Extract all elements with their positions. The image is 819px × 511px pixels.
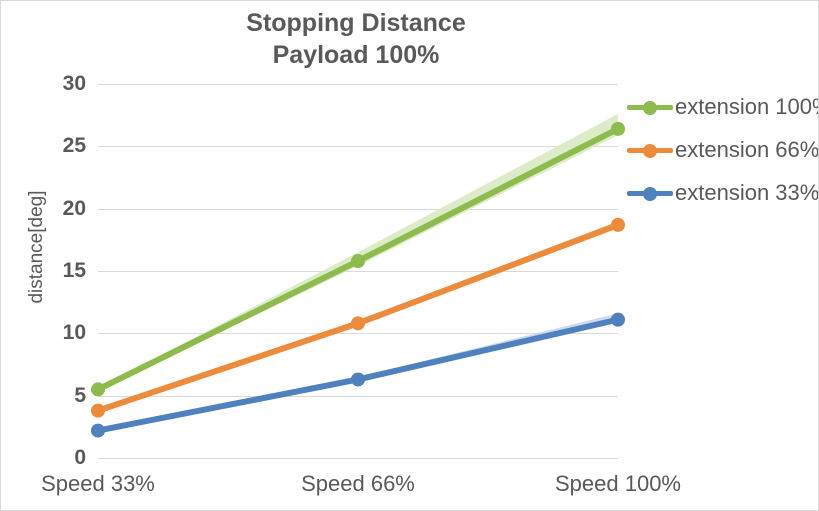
y-axis-tick-label: 10 [62,321,86,345]
gridline [98,271,618,272]
chart-title-line-1: Stopping Distance [246,9,466,37]
legend-item[interactable]: extension 66% [627,128,819,171]
legend-item[interactable]: extension 100% [627,85,819,128]
data-point-marker [611,121,625,136]
legend-dot [643,186,657,201]
legend-marker-icon [627,142,673,158]
data-point-marker [91,403,105,418]
gridline [98,458,618,459]
y-axis-tick-label: 5 [74,383,86,407]
gridline [98,395,618,397]
data-point-marker [91,423,105,438]
gridline [98,333,618,335]
legend-marker-icon [627,99,673,115]
data-point-marker [91,382,105,397]
chart-legend: extension 100% extension 66% extension 33% [627,85,819,214]
y-axis-tick-label: 20 [62,196,86,220]
x-axis-tick-label: Speed 66% [301,471,415,496]
x-axis-tick-label: Speed 100% [555,471,681,496]
data-point-marker [351,254,365,269]
plot-area [91,84,625,459]
y-axis-tick-label: 0 [74,446,86,469]
y-axis-tick-label: 25 [62,134,86,158]
series-error-band [98,113,618,391]
data-point-marker [351,372,365,387]
y-axis-tick-label: 30 [62,72,86,95]
legend-dot [643,143,657,158]
gridline [98,208,618,210]
data-point-marker [351,316,365,331]
data-point-marker [611,312,625,327]
gridline [98,84,618,85]
legend-item[interactable]: extension 33% [627,171,819,214]
legend-item-label: extension 33% [675,179,819,205]
gridline [98,146,618,148]
y-axis-tick-labels: 30 25 20 15 10 5 0 [31,73,86,468]
series-layer [91,113,625,438]
legend-dot [643,100,657,115]
legend-item-label: extension 66% [675,136,819,162]
data-point-marker [611,217,625,232]
x-axis-tick-labels: Speed 33% Speed 66% Speed 100% [1,467,681,507]
chart-title-line-2: Payload 100% [272,41,440,69]
legend-item-label: extension 100% [675,93,819,119]
y-axis-tick-label: 15 [62,259,86,282]
chart-title: Stopping Distance Payload 100% [121,7,591,71]
x-axis-tick-label: Speed 33% [41,471,155,496]
legend-marker-icon [627,185,673,201]
